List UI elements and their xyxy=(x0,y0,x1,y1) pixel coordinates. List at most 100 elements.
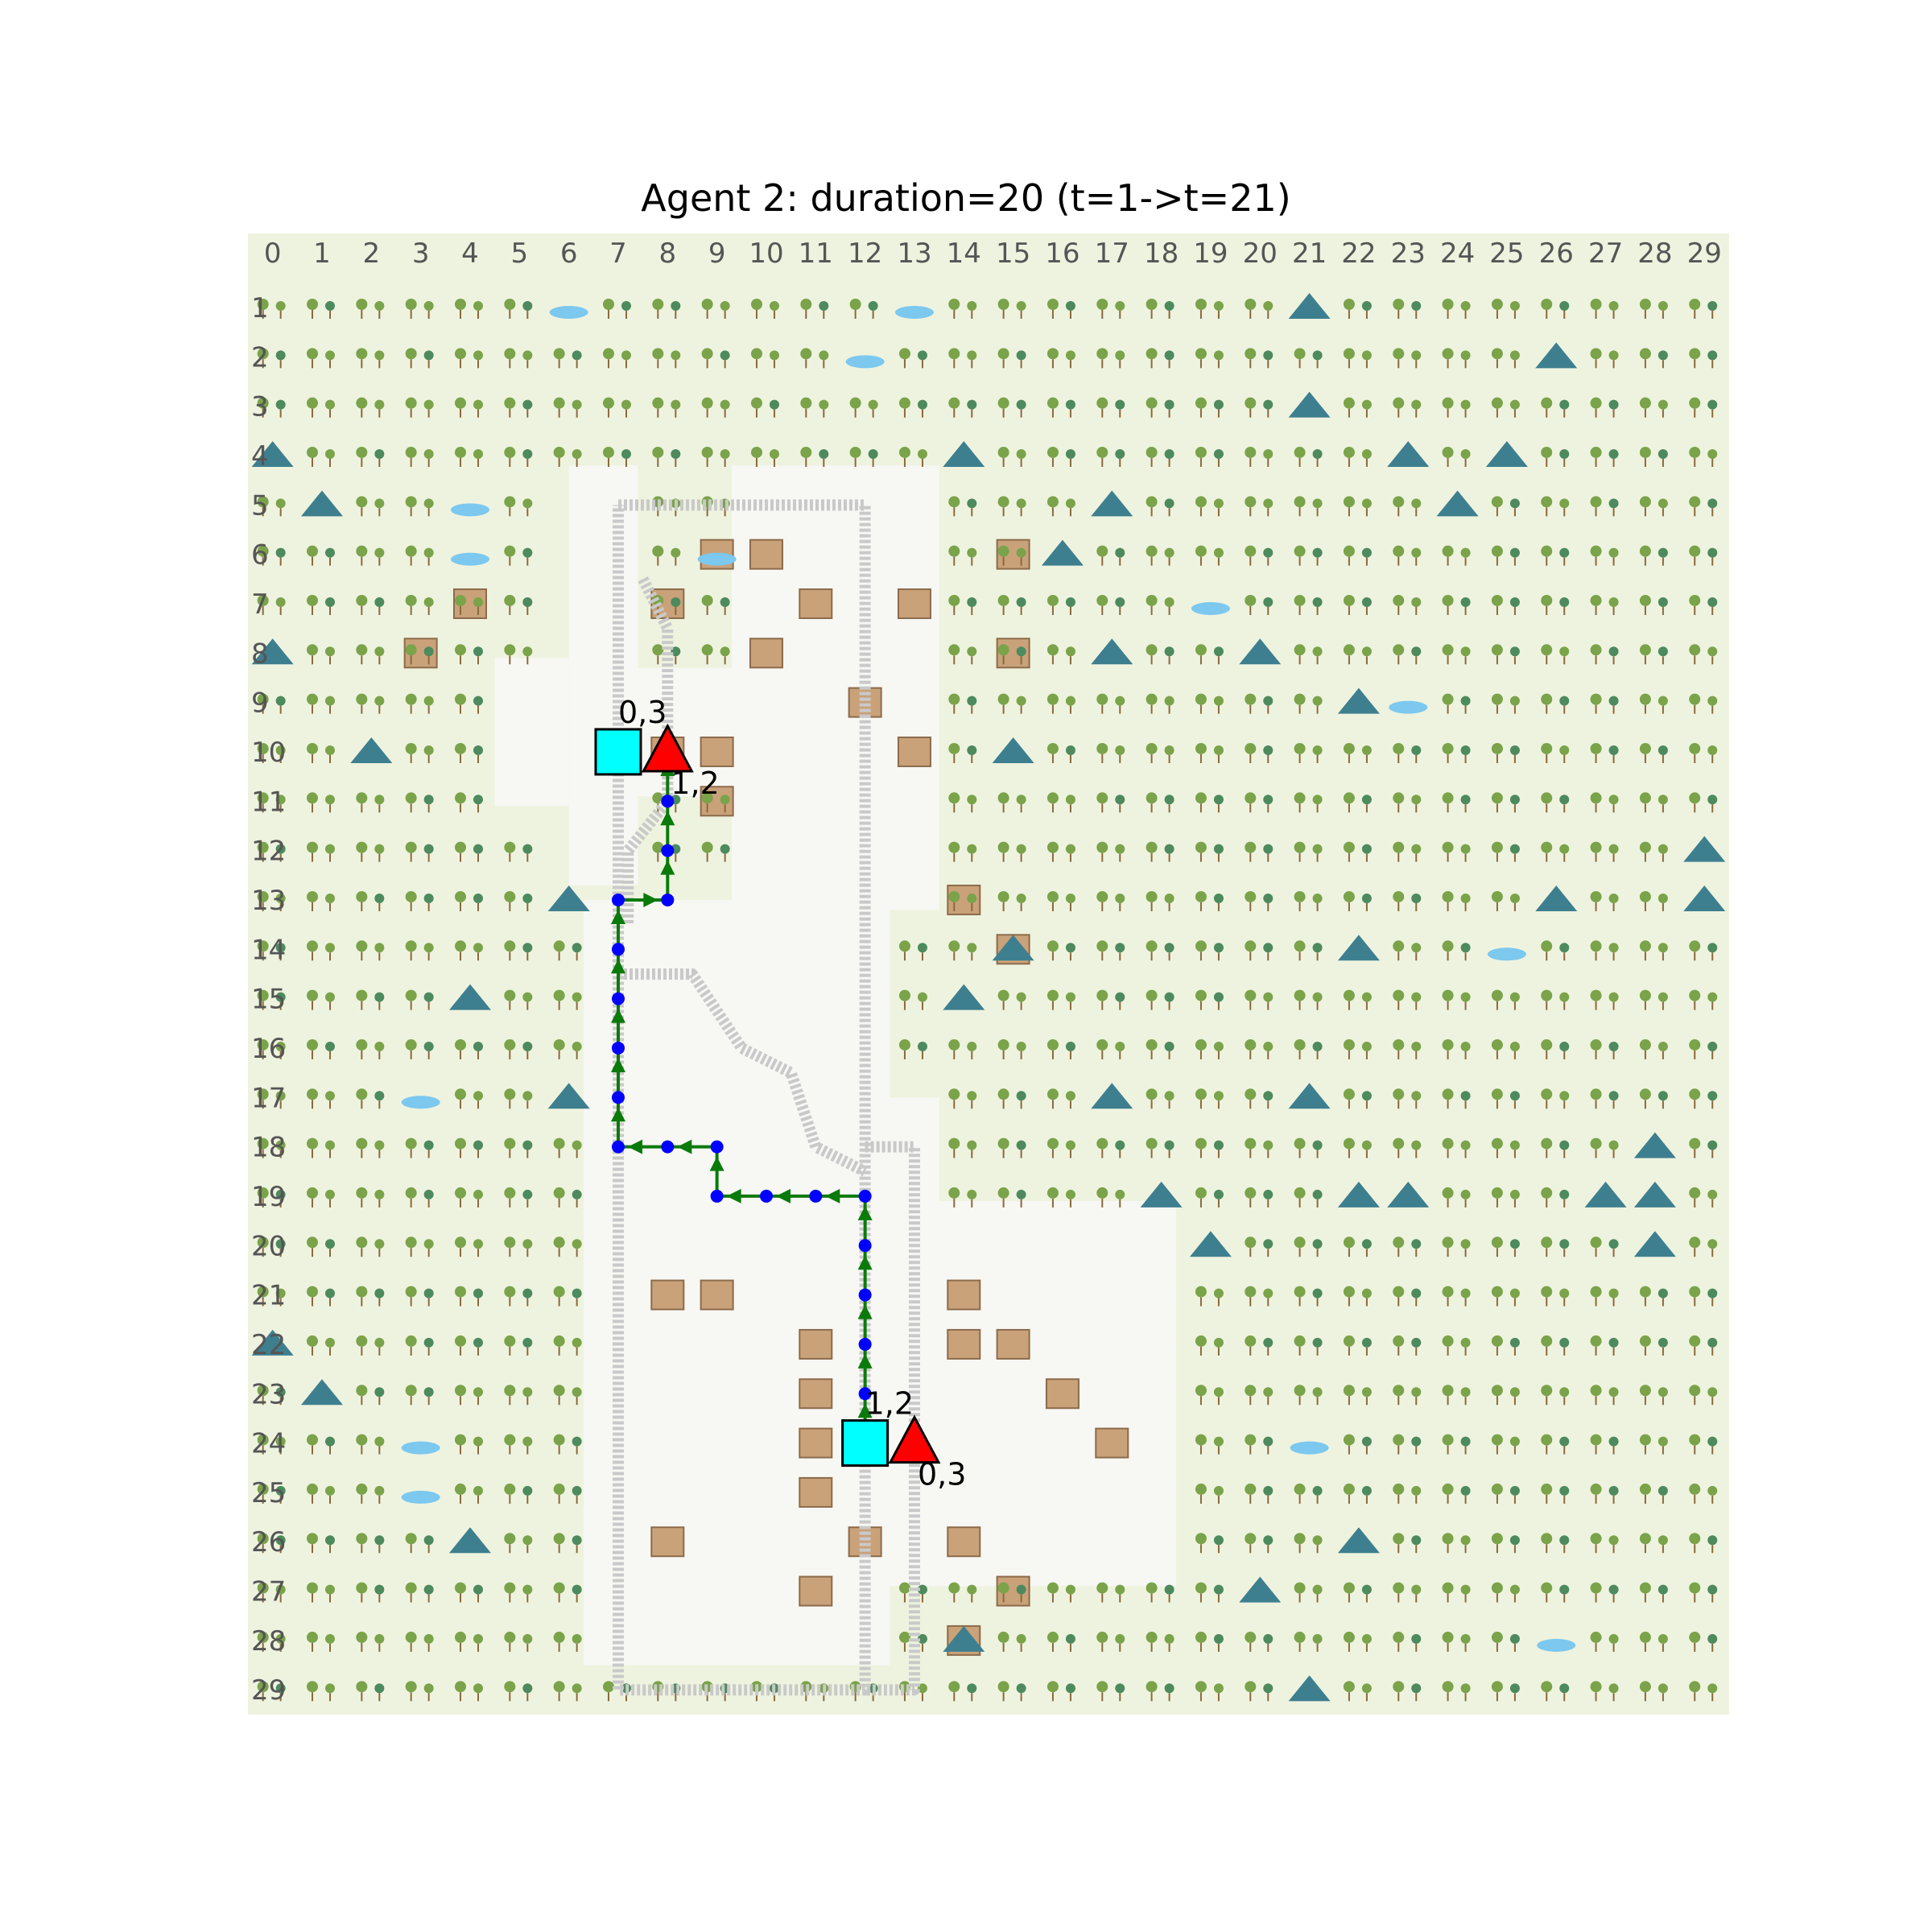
tree-icon xyxy=(257,1533,286,1554)
tree-icon xyxy=(405,940,434,961)
tree-icon xyxy=(1590,446,1619,467)
tree-crown xyxy=(1657,1683,1668,1694)
tree-crown xyxy=(1608,1535,1619,1546)
tree-crown xyxy=(257,1038,269,1051)
tree-crown xyxy=(275,1288,286,1298)
tree-crown xyxy=(1460,1535,1471,1546)
tree-icon xyxy=(1046,1681,1075,1702)
tree-icon xyxy=(1491,1681,1520,1702)
tree-crown xyxy=(275,547,286,558)
tree-icon xyxy=(504,348,533,369)
tree-crown xyxy=(423,1683,434,1694)
tree-icon xyxy=(701,446,730,467)
tree-crown xyxy=(1294,940,1306,952)
tree-crown xyxy=(1559,844,1570,854)
tree-icon xyxy=(1639,1434,1668,1455)
tree-crown xyxy=(967,795,977,805)
tree-crown xyxy=(1195,1385,1207,1397)
tree-crown xyxy=(967,498,977,509)
tree-icon xyxy=(1442,742,1471,763)
tree-crown xyxy=(1195,792,1207,804)
tree-crown xyxy=(967,1091,977,1101)
tree-crown xyxy=(1164,992,1174,1002)
column-label: 9 xyxy=(708,237,726,270)
tree-icon xyxy=(1294,940,1323,961)
tree-crown xyxy=(572,1683,582,1694)
tree-icon xyxy=(306,545,335,566)
tree-crown xyxy=(454,1582,466,1594)
tree-crown xyxy=(1411,1140,1422,1150)
tree-crown xyxy=(1065,1041,1075,1051)
tree-crown xyxy=(1639,742,1651,754)
tree-crown xyxy=(454,298,466,310)
tree-crown xyxy=(1245,1236,1257,1249)
tree-icon xyxy=(405,496,434,517)
tree-crown xyxy=(572,1387,582,1397)
tree-crown xyxy=(1411,745,1422,755)
tree-icon xyxy=(1541,397,1570,418)
tree-crown xyxy=(1294,1187,1306,1199)
tree-icon xyxy=(1590,397,1619,418)
tree-icon xyxy=(1442,940,1471,961)
tree-crown xyxy=(720,844,730,854)
tree-crown xyxy=(1361,795,1372,805)
tree-crown xyxy=(1460,893,1471,903)
path-arrowhead xyxy=(660,860,675,875)
tree-crown xyxy=(257,348,269,360)
tree-icon xyxy=(1689,545,1718,566)
tree-icon xyxy=(1294,1137,1323,1158)
tree-crown xyxy=(553,1385,565,1397)
tree-crown xyxy=(819,399,829,410)
path-node xyxy=(858,1189,872,1203)
column-label: 20 xyxy=(1243,237,1278,270)
tree-crown xyxy=(1016,1189,1026,1199)
tree-crown xyxy=(1195,1533,1207,1545)
tree-crown xyxy=(306,1286,318,1298)
tree-icon xyxy=(1442,1582,1471,1603)
column-label: 26 xyxy=(1539,237,1574,270)
tree-icon xyxy=(1096,1582,1125,1603)
tree-crown xyxy=(1263,547,1274,558)
tree-icon xyxy=(1491,1385,1520,1406)
tree-crown xyxy=(324,943,335,953)
tree-icon xyxy=(1541,298,1570,319)
tree-icon xyxy=(1639,1681,1668,1702)
tree-crown xyxy=(1491,1236,1503,1249)
tree-crown xyxy=(1608,350,1619,361)
path-node xyxy=(661,1140,675,1154)
tree-crown xyxy=(1442,1038,1454,1051)
column-label: 29 xyxy=(1687,237,1722,270)
tree-icon xyxy=(504,1631,533,1652)
tree-crown xyxy=(898,1038,910,1051)
tree-crown xyxy=(306,1335,318,1347)
tree-crown xyxy=(1608,1584,1619,1595)
tree-crown xyxy=(1393,1335,1405,1347)
tree-crown xyxy=(671,448,681,459)
tree-crown xyxy=(1115,300,1125,311)
tree-crown xyxy=(1707,1140,1718,1150)
tree-icon xyxy=(1195,890,1224,911)
tree-icon xyxy=(257,298,286,319)
tree-crown xyxy=(1263,1683,1274,1694)
tree-crown xyxy=(1657,1041,1668,1051)
tree-crown xyxy=(948,792,960,804)
tree-crown xyxy=(306,890,318,902)
tree-icon xyxy=(257,1582,286,1603)
tree-crown xyxy=(1707,448,1718,459)
tree-crown xyxy=(1608,893,1619,903)
tree-crown xyxy=(1689,348,1701,360)
tree-crown xyxy=(1263,893,1274,903)
tree-crown xyxy=(1343,1335,1355,1347)
tree-icon xyxy=(1639,446,1668,467)
tree-crown xyxy=(1689,397,1701,409)
tree-crown xyxy=(275,498,286,509)
tree-crown xyxy=(1245,1434,1257,1446)
tree-icon xyxy=(356,1533,385,1554)
tree-icon xyxy=(1689,1434,1718,1455)
tree-crown xyxy=(1146,496,1158,508)
tree-crown xyxy=(1689,1681,1701,1693)
tree-crown xyxy=(504,644,516,656)
tree-icon xyxy=(405,1236,434,1257)
tree-icon xyxy=(1491,644,1520,665)
tree-crown xyxy=(720,597,730,607)
